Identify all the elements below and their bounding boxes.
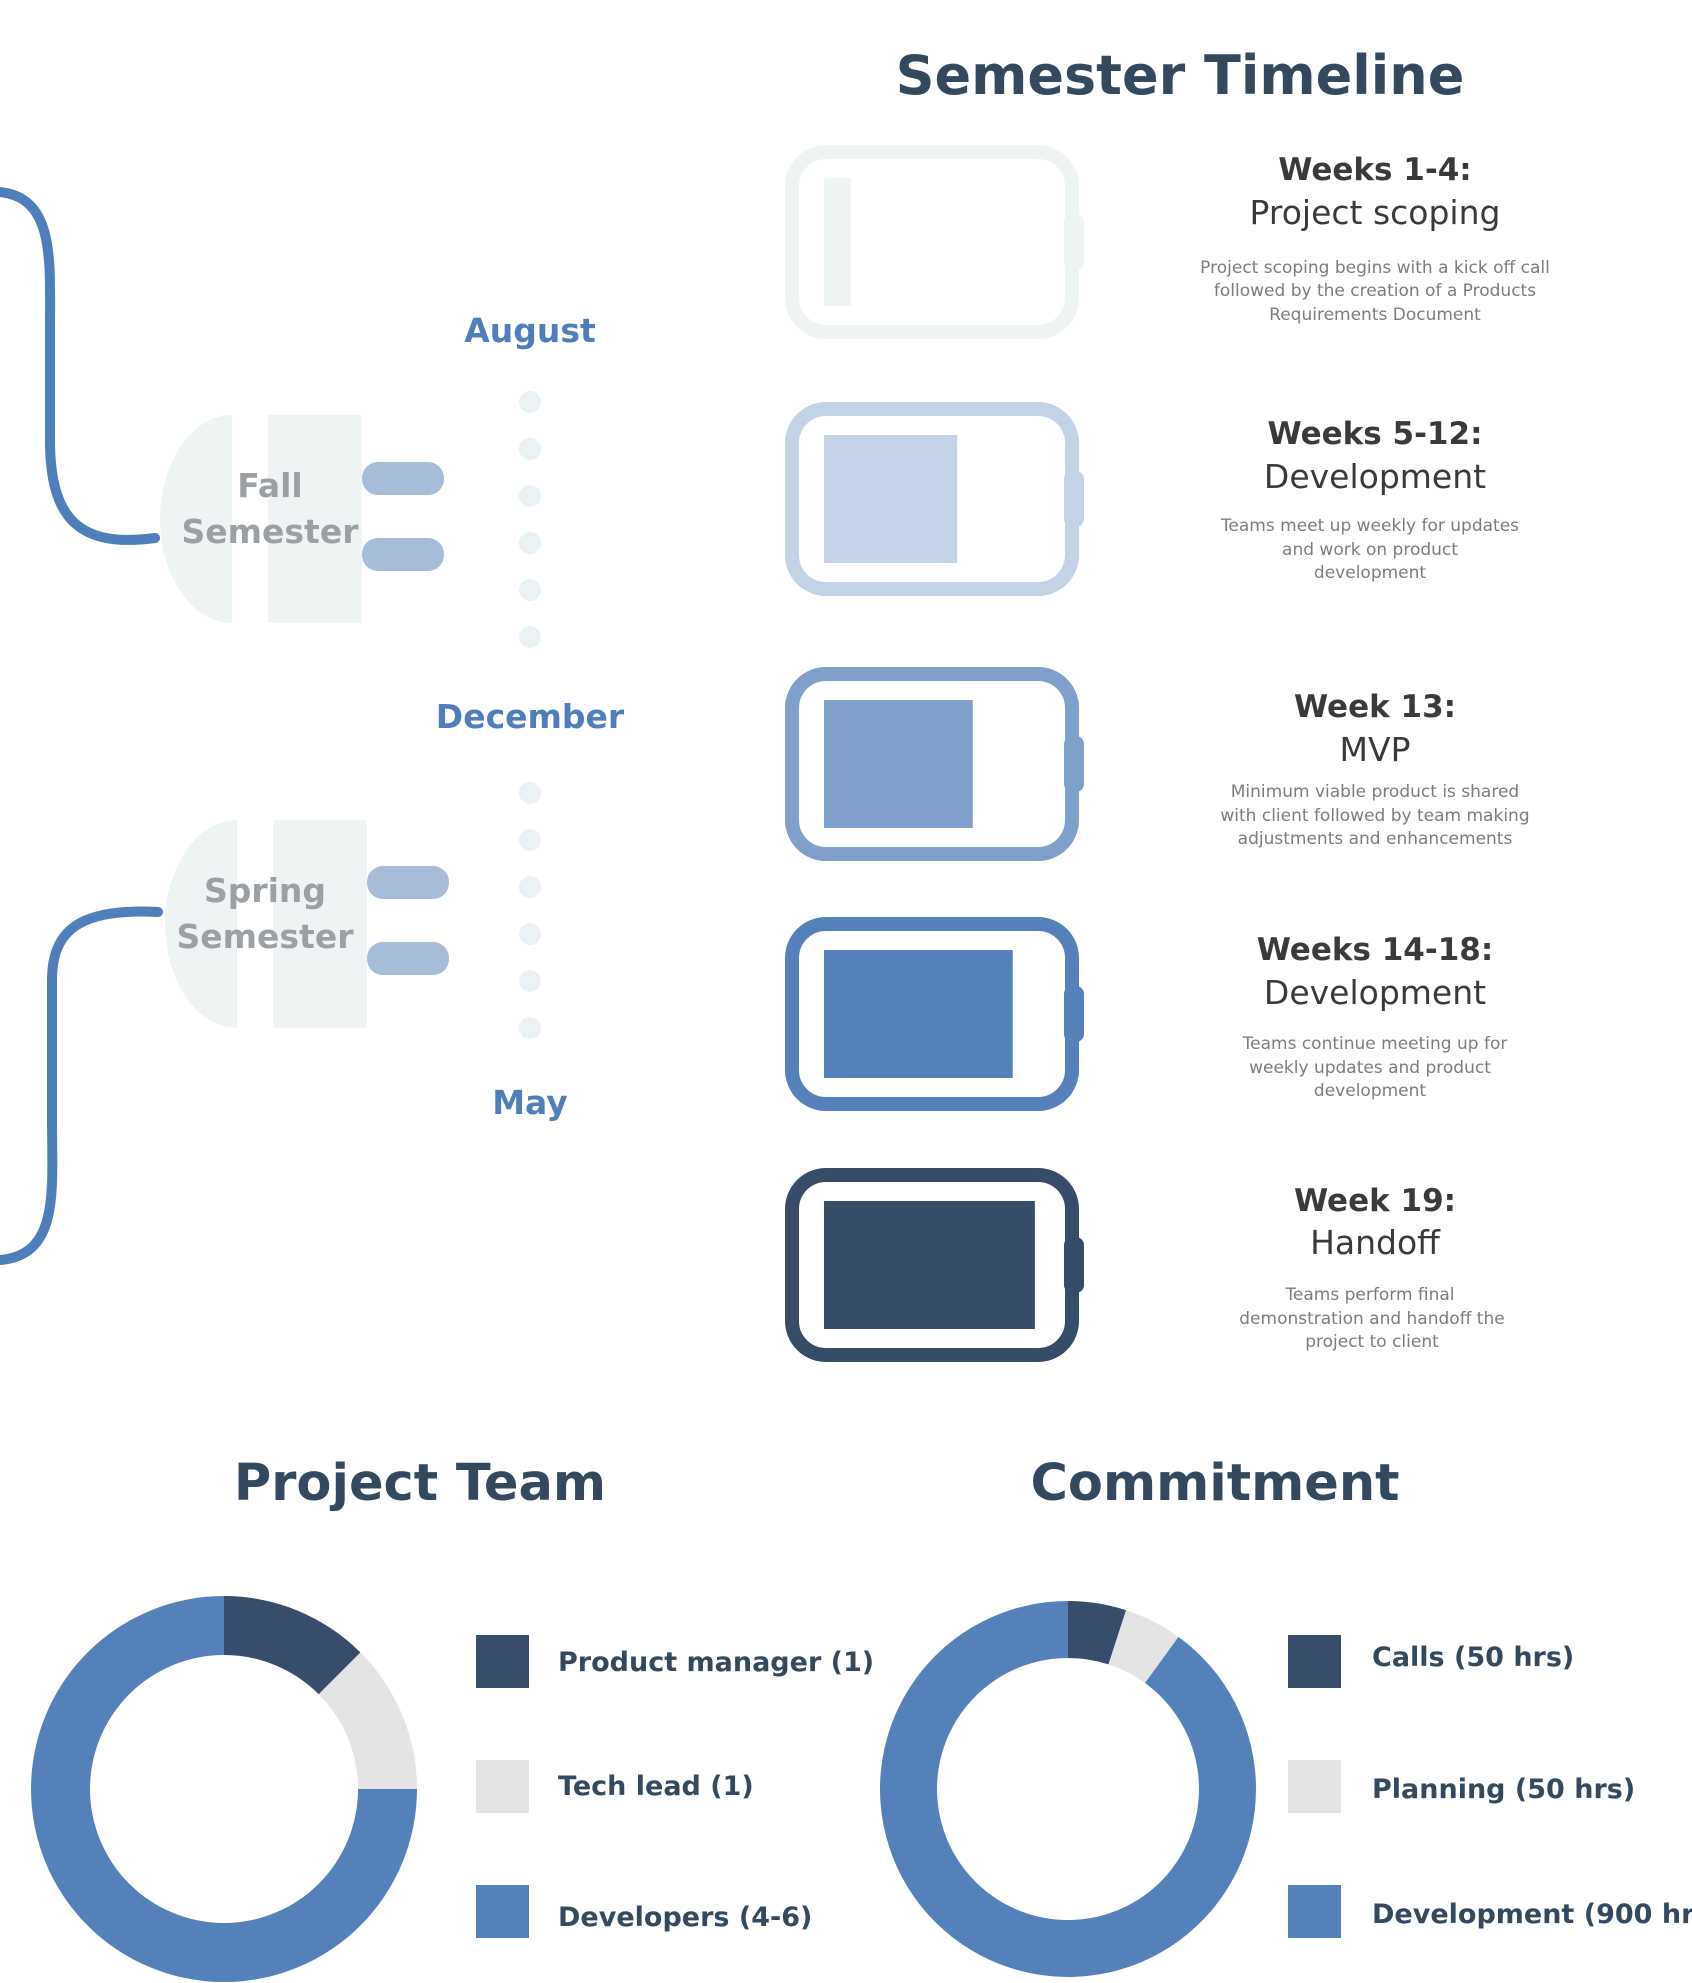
battery-list bbox=[785, 145, 1084, 1362]
battery-icon-1 bbox=[785, 145, 1084, 339]
battery-icon-3 bbox=[785, 667, 1084, 861]
stage-4-desc-1: Teams continue meeting up for bbox=[1242, 1034, 1508, 1054]
stage-1-desc-2: followed by the creation of a Products bbox=[1214, 281, 1536, 301]
stage-1-weeks: Weeks 1-4: bbox=[1278, 152, 1471, 188]
commitment-slice-2 bbox=[1108, 1610, 1179, 1684]
page-title: Semester Timeline bbox=[896, 44, 1465, 107]
spring-cord bbox=[0, 906, 163, 1265]
fall-semester-label-1: Fall bbox=[237, 466, 303, 505]
stage-4-desc-3: development bbox=[1314, 1081, 1426, 1101]
team-slice-1 bbox=[224, 1596, 361, 1695]
legend-label-developers: Developers (4-6) bbox=[558, 1902, 812, 1933]
stage-5-desc-2: demonstration and handoff the bbox=[1239, 1309, 1504, 1329]
commitment-slice-3 bbox=[880, 1601, 1256, 1977]
stage-2-desc-1: Teams meet up weekly for updates bbox=[1220, 516, 1519, 536]
battery-icon-2 bbox=[785, 402, 1084, 596]
battery-icon-4 bbox=[785, 917, 1084, 1111]
team-slice-3 bbox=[31, 1596, 417, 1982]
commitment-title: Commitment bbox=[1030, 1454, 1399, 1513]
stage-1-phase: Project scoping bbox=[1250, 193, 1501, 232]
legend-label-planning: Planning (50 hrs) bbox=[1372, 1774, 1635, 1805]
legend-label-tech-lead: Tech lead (1) bbox=[558, 1771, 754, 1802]
stage-1-desc-1: Project scoping begins with a kick off c… bbox=[1200, 258, 1550, 278]
legend-swatch-development bbox=[1288, 1885, 1341, 1938]
battery-charge-2 bbox=[824, 435, 958, 563]
legend-swatch-tech-lead bbox=[476, 1760, 529, 1813]
dotted-connector-fall bbox=[519, 391, 541, 648]
stage-4-phase: Development bbox=[1264, 973, 1486, 1012]
stage-1: Weeks 1-4: Project scoping Project scopi… bbox=[1200, 152, 1550, 325]
month-august: August bbox=[464, 311, 596, 350]
spring-plug-icon bbox=[165, 820, 449, 1028]
stage-5: Week 19: Handoff Teams perform final dem… bbox=[1239, 1183, 1504, 1352]
stage-5-weeks: Week 19: bbox=[1294, 1183, 1456, 1219]
fall-semester-label-2: Semester bbox=[182, 512, 360, 551]
stage-2-phase: Development bbox=[1264, 457, 1486, 496]
stage-2-desc-2: and work on product bbox=[1282, 540, 1458, 560]
stage-2: Weeks 5-12: Development Teams meet up we… bbox=[1220, 416, 1519, 583]
battery-icon-5 bbox=[785, 1168, 1084, 1362]
stage-3-desc-3: adjustments and enhancements bbox=[1238, 829, 1513, 849]
team-slice-2 bbox=[318, 1652, 417, 1789]
stage-5-desc-1: Teams perform final bbox=[1284, 1285, 1454, 1305]
battery-charge-5 bbox=[824, 1201, 1035, 1329]
spring-semester-label-1: Spring bbox=[204, 871, 326, 910]
stage-1-desc-3: Requirements Document bbox=[1269, 305, 1481, 325]
stage-2-weeks: Weeks 5-12: bbox=[1268, 416, 1483, 452]
month-may: May bbox=[492, 1083, 568, 1122]
team-title: Project Team bbox=[234, 1454, 606, 1513]
stage-3-weeks: Week 13: bbox=[1294, 689, 1456, 725]
stage-4-weeks: Weeks 14-18: bbox=[1257, 932, 1494, 968]
fall-plug-icon bbox=[160, 415, 444, 623]
spring-semester-label-2: Semester bbox=[177, 917, 355, 956]
commitment-slice-1 bbox=[1068, 1601, 1127, 1665]
team-donut-chart bbox=[31, 1596, 417, 1982]
stage-3-desc-1: Minimum viable product is shared bbox=[1231, 782, 1519, 802]
battery-charge-4 bbox=[824, 950, 1013, 1078]
stage-5-phase: Handoff bbox=[1310, 1223, 1441, 1262]
commitment-donut-chart bbox=[880, 1601, 1256, 1977]
legend-swatch-planning bbox=[1288, 1760, 1341, 1813]
stage-3-desc-2: with client followed by team making bbox=[1220, 806, 1529, 826]
legend-swatch-calls bbox=[1288, 1635, 1341, 1688]
stage-5-desc-3: project to client bbox=[1305, 1332, 1439, 1352]
stage-4: Weeks 14-18: Development Teams continue … bbox=[1242, 932, 1508, 1101]
legend-swatch-developers bbox=[476, 1885, 529, 1938]
dotted-connector-spring bbox=[519, 782, 541, 1039]
commitment-legend: Calls (50 hrs) Planning (50 hrs) Develop… bbox=[1288, 1635, 1692, 1938]
legend-swatch-product-manager bbox=[476, 1635, 529, 1688]
legend-label-development: Development (900 hrs) bbox=[1372, 1899, 1692, 1930]
battery-charge-3 bbox=[824, 700, 973, 828]
stage-3: Week 13: MVP Minimum viable product is s… bbox=[1220, 689, 1529, 849]
battery-charge-1 bbox=[824, 178, 851, 306]
stage-4-desc-2: weekly updates and product bbox=[1249, 1058, 1491, 1078]
month-december: December bbox=[436, 697, 625, 736]
stage-3-phase: MVP bbox=[1340, 730, 1411, 769]
stage-2-desc-3: development bbox=[1314, 563, 1426, 583]
legend-label-product-manager: Product manager (1) bbox=[558, 1647, 874, 1678]
legend-label-calls: Calls (50 hrs) bbox=[1372, 1642, 1574, 1673]
fall-cord bbox=[0, 187, 160, 545]
team-legend: Product manager (1) Tech lead (1) Develo… bbox=[476, 1635, 874, 1938]
